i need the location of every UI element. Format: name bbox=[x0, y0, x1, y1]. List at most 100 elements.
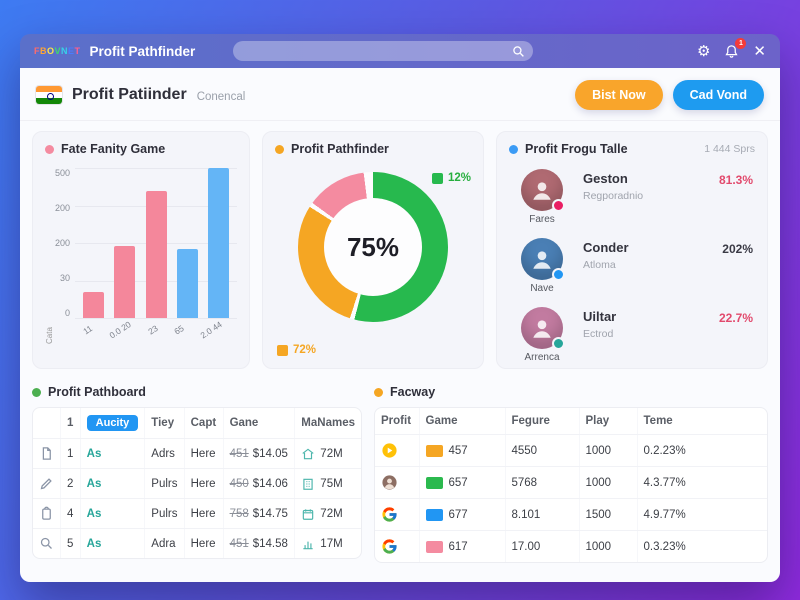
bar-series-5[interactable] bbox=[207, 168, 229, 318]
color-swatch bbox=[425, 444, 443, 457]
person-value: 22.7% bbox=[718, 311, 753, 325]
table-dot-icon bbox=[32, 387, 41, 397]
avatar bbox=[521, 169, 565, 212]
person-tag: Arrenca bbox=[524, 352, 560, 363]
col-header-aucity[interactable]: Aucity bbox=[80, 408, 146, 439]
left-table-title: Profit Pathboard bbox=[48, 385, 146, 399]
logo-letter: O bbox=[47, 46, 55, 56]
person-tag: Nave bbox=[530, 283, 554, 294]
app-logo: FBOVNET bbox=[34, 46, 81, 56]
avatar-badge-icon bbox=[552, 337, 565, 350]
old-price: 758 bbox=[229, 507, 249, 520]
table-dot-icon bbox=[374, 387, 383, 397]
col-header[interactable]: Game bbox=[419, 408, 506, 435]
aucity-chip[interactable]: Aucity bbox=[86, 415, 139, 431]
price: $14.75 bbox=[252, 507, 288, 520]
person-icon bbox=[533, 251, 551, 269]
col-header[interactable]: Profit bbox=[375, 408, 420, 435]
people-card-title: Profit Frogu Talle bbox=[525, 142, 628, 156]
col-header[interactable]: Fegure bbox=[505, 408, 580, 435]
people-card: Profit Frogu Talle 1 444 Sprs Fares bbox=[496, 131, 768, 369]
google-icon bbox=[382, 539, 397, 554]
person-row[interactable]: Arrenca Uiltar Ectrod 22.7% bbox=[509, 300, 755, 369]
bar-series-4[interactable] bbox=[176, 249, 198, 318]
legend-swatch-orange bbox=[277, 344, 288, 356]
calendar-icon bbox=[303, 508, 314, 520]
bell-icon bbox=[725, 44, 738, 58]
cad-vond-button[interactable]: Cad Vond bbox=[672, 80, 764, 110]
left-table-section: Profit Pathboard 1 Aucity Tiey Capt Gane bbox=[32, 381, 362, 563]
color-swatch bbox=[425, 508, 443, 521]
donut-legend-top: 12% bbox=[431, 172, 471, 184]
settings-gear-icon[interactable]: ⚙ bbox=[696, 42, 711, 60]
coin-icon bbox=[382, 443, 397, 458]
donut-card-title: Profit Pathfinder bbox=[291, 142, 389, 156]
col-header[interactable]: Play bbox=[579, 408, 638, 435]
bar-plot-area bbox=[75, 168, 237, 319]
person-subtitle: Atloma bbox=[583, 259, 616, 271]
person-name: Uiltar bbox=[583, 309, 617, 324]
col-header[interactable]: Teme bbox=[637, 408, 767, 435]
page-subtitle: Conencal bbox=[196, 90, 246, 103]
bar-chart: Cata 500 200 200 30 0 bbox=[45, 168, 237, 344]
app-window: FBOVNET Profit Pathfinder ⚙ 1 ✕ Profit P… bbox=[20, 34, 780, 582]
table-row[interactable]: 1 As Adrs Here 451 $14.05 72M bbox=[33, 438, 361, 469]
col-header[interactable]: MaNames bbox=[294, 408, 361, 439]
col-header[interactable] bbox=[33, 408, 62, 439]
window-title: Profit Pathfinder bbox=[89, 43, 196, 59]
table-row[interactable]: 5 As Adra Here 451 $14.58 17M bbox=[33, 528, 361, 558]
table-row[interactable]: 677 8.101 1500 4.9.77% bbox=[375, 498, 767, 531]
factory-icon bbox=[303, 541, 313, 549]
col-header[interactable]: Gane bbox=[223, 408, 296, 439]
person-value: 202% bbox=[722, 242, 753, 256]
pen-icon bbox=[40, 478, 52, 490]
notification-badge: 1 bbox=[735, 37, 747, 49]
donut-center-label: 75% bbox=[324, 198, 422, 296]
avatar bbox=[521, 307, 565, 350]
person-tag: Fares bbox=[529, 214, 555, 225]
avatar-badge-icon bbox=[552, 268, 565, 281]
donut-chart[interactable]: 75% bbox=[298, 172, 448, 322]
person-row[interactable]: Nave Conder Atloma 202% bbox=[509, 231, 755, 300]
person-value: 81.3% bbox=[718, 173, 753, 187]
old-price: 451 bbox=[229, 447, 249, 460]
old-price: 451 bbox=[229, 537, 249, 550]
table-row[interactable]: 2 As Pulrs Here 450 $14.06 75M bbox=[33, 468, 361, 499]
search-input[interactable] bbox=[241, 45, 513, 57]
bar-series-1[interactable] bbox=[83, 291, 105, 318]
page-header: Profit Patiinder Conencal Bist Now Cad V… bbox=[20, 68, 780, 121]
col-header[interactable]: Tiey bbox=[144, 408, 185, 439]
table-row[interactable]: 617 17.00 1000 0.3.23% bbox=[375, 530, 767, 562]
clipboard-icon bbox=[42, 506, 51, 520]
card-dot-icon bbox=[509, 144, 518, 154]
col-header[interactable]: Capt bbox=[184, 408, 224, 439]
people-card-meta: 1 444 Sprs bbox=[704, 143, 755, 155]
col-header[interactable]: 1 bbox=[60, 408, 81, 439]
price: $14.06 bbox=[252, 477, 288, 490]
table-row[interactable]: 657 5768 1000 4.3.77% bbox=[375, 466, 767, 499]
logo-letter: N bbox=[61, 46, 69, 56]
y-axis-title: Cata bbox=[45, 327, 54, 344]
bar-series-3[interactable] bbox=[145, 190, 167, 318]
color-swatch bbox=[425, 476, 443, 489]
table-row[interactable]: 457 4550 1000 0.2.23% bbox=[375, 434, 767, 467]
table-row[interactable]: 4 As Pulrs Here 758 $14.75 72M bbox=[33, 498, 361, 529]
bist-now-button[interactable]: Bist Now bbox=[575, 80, 663, 110]
person-subtitle: Regporadnio bbox=[583, 190, 644, 202]
avatar-badge-icon bbox=[552, 199, 565, 212]
search-bar[interactable] bbox=[233, 41, 534, 61]
bar-series-2[interactable] bbox=[114, 246, 136, 318]
person-name: Conder bbox=[583, 240, 629, 255]
house-icon bbox=[302, 448, 314, 459]
avatar bbox=[521, 238, 565, 281]
person-row[interactable]: Fares Geston Regporadnio 81.3% bbox=[509, 162, 755, 231]
notifications-button[interactable]: 1 bbox=[724, 37, 747, 59]
google-icon bbox=[382, 507, 397, 522]
person-subtitle: Ectrod bbox=[583, 328, 614, 340]
old-price: 450 bbox=[229, 477, 249, 490]
legend-swatch-green bbox=[431, 172, 443, 184]
close-icon[interactable]: ✕ bbox=[753, 42, 766, 60]
card-dot-icon bbox=[45, 144, 54, 154]
person-icon bbox=[533, 182, 551, 200]
